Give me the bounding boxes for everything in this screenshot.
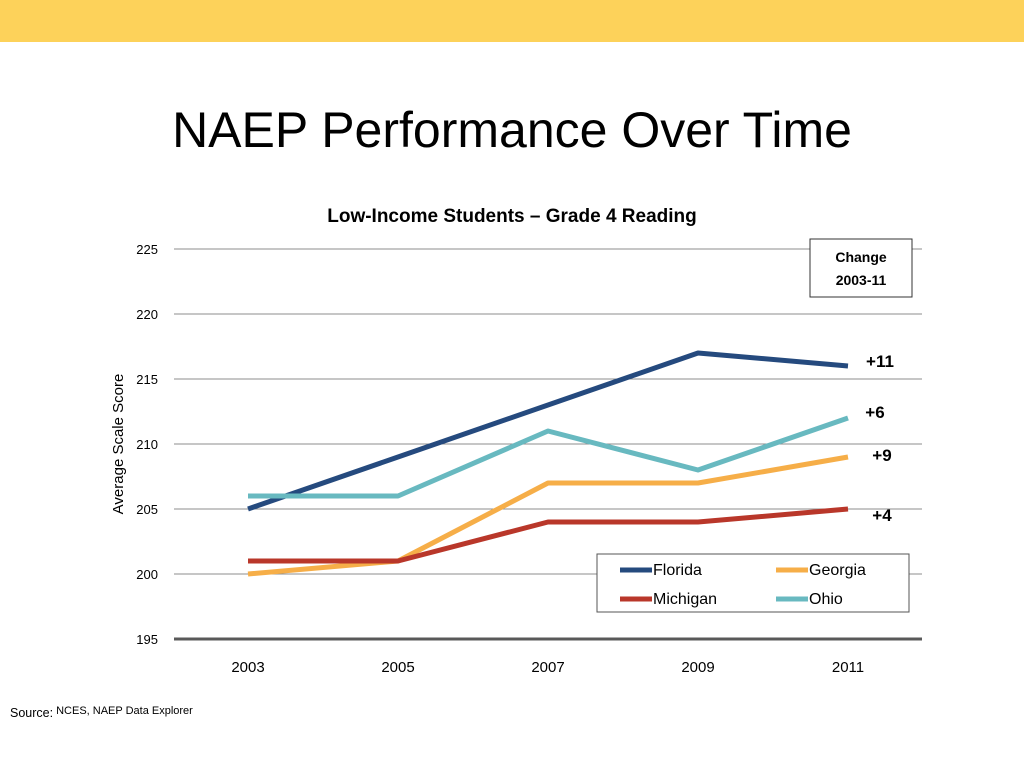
legend-label-georgia: Georgia — [809, 562, 866, 579]
legend-label-florida: Florida — [653, 562, 702, 579]
source-label: Source: — [10, 706, 54, 720]
y-axis-label: Average Scale Score — [110, 374, 127, 515]
y-tick-label: 195 — [136, 632, 158, 647]
change-box: Change 2003-11 — [809, 238, 913, 298]
y-tick-label: 210 — [136, 437, 158, 452]
series-line-florida — [247, 350, 849, 512]
chart-title: Low-Income Students – Grade 4 Reading — [327, 206, 697, 227]
change-box-line1: Change — [835, 249, 887, 265]
series-line-ohio — [248, 415, 849, 499]
y-tick-label: 220 — [136, 307, 158, 322]
change-label-ohio: +6 — [865, 403, 884, 422]
top-accent-bar — [0, 0, 1024, 42]
legend-label-ohio: Ohio — [809, 591, 843, 608]
change-label-georgia: +9 — [872, 446, 891, 465]
y-tick-label: 205 — [136, 502, 158, 517]
x-tick-label: 2003 — [231, 659, 264, 676]
y-tick-label: 215 — [136, 372, 158, 387]
series-line-michigan — [248, 506, 849, 564]
x-tick-label: 2009 — [681, 659, 714, 676]
series-line-georgia — [247, 454, 849, 577]
x-tick-label: 2005 — [381, 659, 414, 676]
change-label-florida: +11 — [866, 352, 894, 371]
legend-label-michigan: Michigan — [653, 591, 717, 608]
change-box-frame — [809, 238, 913, 298]
source-text: NCES, NAEP Data Explorer — [56, 705, 193, 717]
y-tick-label: 225 — [136, 242, 158, 257]
legend-frame — [596, 553, 910, 613]
y-tick-label: 200 — [136, 567, 158, 582]
x-tick-label: 2007 — [531, 659, 564, 676]
legend: Florida Georgia Michigan Ohio — [596, 553, 910, 613]
x-tick-label: 2011 — [832, 659, 864, 676]
source-note: Source: NCES, NAEP Data Explorer — [10, 705, 193, 722]
change-label-michigan: +4 — [872, 506, 892, 525]
change-box-line2: 2003-11 — [836, 272, 887, 288]
slide-title: NAEP Performance Over Time — [172, 102, 852, 158]
